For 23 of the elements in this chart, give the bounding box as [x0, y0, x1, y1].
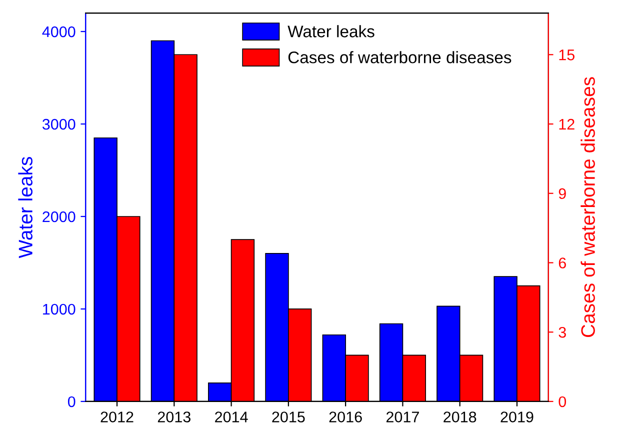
- y-tick-label: 3000: [42, 118, 76, 130]
- x-tick-label: 2014: [215, 412, 248, 422]
- x-tick-label: 2012: [100, 412, 134, 422]
- y2-tick-label: 12: [559, 118, 574, 130]
- x-tick-label: 2018: [444, 412, 476, 422]
- x-tick-label: 2015: [272, 412, 305, 422]
- x-tick-label: 2016: [329, 412, 362, 422]
- y-tick-label: 2000: [42, 211, 76, 222]
- y2-tick-label: 3: [558, 326, 566, 338]
- y-axis-title: Water leaks: [18, 156, 32, 258]
- y2-tick-label: 6: [558, 258, 566, 268]
- y-tick-label: 1000: [43, 304, 76, 315]
- y-tick-label: 4000: [42, 26, 76, 38]
- y2-tick-label: 15: [559, 50, 574, 60]
- y-tick-label: 0: [68, 396, 76, 408]
- legend-label: Water leaks: [288, 25, 374, 38]
- x-tick-label: 2013: [158, 412, 190, 422]
- legend-label: Cases of waterborne diseases: [288, 51, 512, 64]
- x-tick-label: 2017: [386, 412, 419, 422]
- x-tick-label: 2019: [500, 412, 534, 422]
- y2-axis-title: Cases of waterborne diseases: [580, 77, 595, 338]
- y2-tick-label: 9: [558, 188, 566, 200]
- y2-tick-label: 0: [558, 396, 566, 408]
